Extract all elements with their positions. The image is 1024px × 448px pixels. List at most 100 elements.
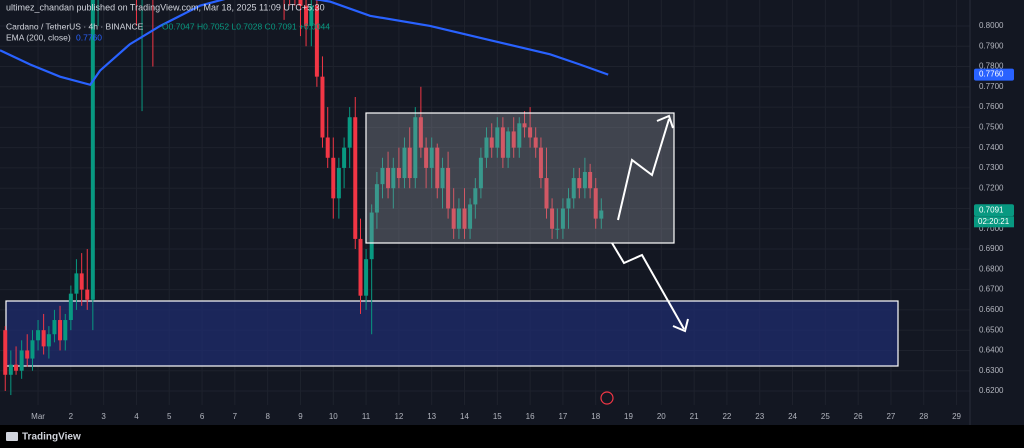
ema-line — [0, 0, 609, 87]
candle-body — [506, 131, 511, 158]
candle-body — [522, 123, 527, 128]
candle-body — [85, 289, 90, 300]
candle-body — [462, 208, 467, 229]
x-tick-label: 9 — [298, 412, 303, 421]
x-tick-label: 12 — [394, 412, 403, 421]
y-tick-label: 0.6300 — [979, 366, 1004, 375]
candle-body — [566, 198, 571, 209]
candle-body — [74, 273, 79, 294]
x-tick-label: 21 — [690, 412, 699, 421]
up-arrow — [617, 118, 670, 221]
x-tick-label: 28 — [919, 412, 928, 421]
candle-body — [391, 167, 396, 189]
candle-body — [30, 340, 35, 359]
symbol-label[interactable]: Cardano / TetherUS · 4h · BINANCE — [6, 21, 144, 31]
candle-body — [424, 147, 429, 168]
last-price-tag-bg — [974, 204, 1014, 217]
y-tick-label: 0.6200 — [979, 386, 1004, 395]
candle-body — [3, 330, 8, 375]
x-tick-label: 16 — [526, 412, 535, 421]
ema-price-tag-bg — [974, 68, 1014, 81]
candle-body — [511, 131, 516, 148]
y-tick-label: 0.6700 — [979, 285, 1004, 294]
down-arrow-head — [672, 318, 689, 333]
publisher-line: ultimez_chandan published on TradingView… — [6, 2, 325, 12]
candle-body — [396, 167, 401, 179]
candle-body — [484, 137, 489, 158]
x-tick-label: 11 — [362, 412, 371, 421]
candle-body — [68, 293, 73, 321]
x-tick-label: 22 — [722, 412, 731, 421]
ema-price-tag: 0.7760 — [979, 70, 1004, 79]
x-tick-label: 8 — [265, 412, 270, 421]
candle-body — [58, 320, 63, 341]
y-tick-label: 0.7800 — [979, 62, 1004, 71]
range-box — [365, 112, 675, 244]
candle-body — [473, 188, 478, 205]
brand-name[interactable]: TradingView — [22, 432, 81, 443]
legend-entry[interactable]: EMA (200, close) — [6, 32, 71, 42]
candle-body — [407, 147, 412, 179]
candle-body — [336, 167, 341, 199]
candle-body — [380, 167, 385, 185]
candle-body — [63, 320, 68, 341]
candle-body — [418, 117, 423, 148]
x-tick-label: 26 — [854, 412, 863, 421]
y-tick-label: 0.6600 — [979, 305, 1004, 314]
down-arrow — [611, 242, 685, 330]
x-tick-label: 7 — [233, 412, 238, 421]
candle-body — [560, 208, 565, 229]
candle-body — [369, 212, 374, 260]
x-tick-label: 17 — [558, 412, 567, 421]
candle-body — [599, 210, 604, 219]
candle-body — [14, 364, 19, 371]
candle-body — [386, 167, 391, 189]
y-tick-label: 0.6500 — [979, 325, 1004, 334]
candle-body — [582, 171, 587, 189]
candle-body — [79, 273, 84, 290]
candle-body — [413, 117, 418, 179]
candle-body — [41, 330, 46, 347]
x-tick-label: 15 — [493, 412, 502, 421]
x-tick-label: 3 — [101, 412, 106, 421]
candle-body — [342, 147, 347, 168]
candle-body — [440, 167, 445, 189]
x-tick-label: 4 — [134, 412, 139, 421]
up-arrow-head — [656, 114, 674, 129]
candle-body — [36, 330, 41, 341]
y-tick-label: 0.7600 — [979, 102, 1004, 111]
y-tick-label: 0.6400 — [979, 346, 1004, 355]
candle-body — [25, 350, 30, 359]
x-tick-label: 24 — [788, 412, 797, 421]
x-tick-label: 29 — [952, 412, 961, 421]
footer — [0, 425, 1024, 448]
y-tick-label: 0.7400 — [979, 143, 1004, 152]
x-tick-label: 20 — [657, 412, 666, 421]
candle-body — [298, 0, 303, 6]
candle-body — [309, 5, 314, 26]
candle-body — [468, 204, 473, 229]
candle-body — [571, 178, 576, 199]
x-tick-label: Mar — [31, 412, 45, 421]
x-tick-label: 23 — [755, 412, 764, 421]
x-tick-label: 5 — [167, 412, 172, 421]
candle-body — [320, 76, 325, 138]
y-tick-label: 0.7300 — [979, 163, 1004, 172]
candle-body — [364, 259, 369, 296]
candle-body — [550, 208, 555, 229]
candle-body — [52, 320, 57, 335]
candle-body — [429, 147, 434, 168]
last-price-tag: 0.7091 — [979, 205, 1004, 214]
candle-body — [588, 171, 593, 189]
candle-body — [353, 117, 358, 239]
candle-body — [331, 157, 336, 199]
x-tick-label: 25 — [821, 412, 830, 421]
y-tick-label: 0.7700 — [979, 82, 1004, 91]
y-tick-label: 0.7900 — [979, 41, 1004, 50]
y-tick-label: 0.8000 — [979, 21, 1004, 30]
plot-area — [0, 0, 609, 396]
event-icon[interactable] — [600, 391, 614, 405]
candle-body — [325, 137, 330, 158]
candle-body — [347, 117, 352, 148]
